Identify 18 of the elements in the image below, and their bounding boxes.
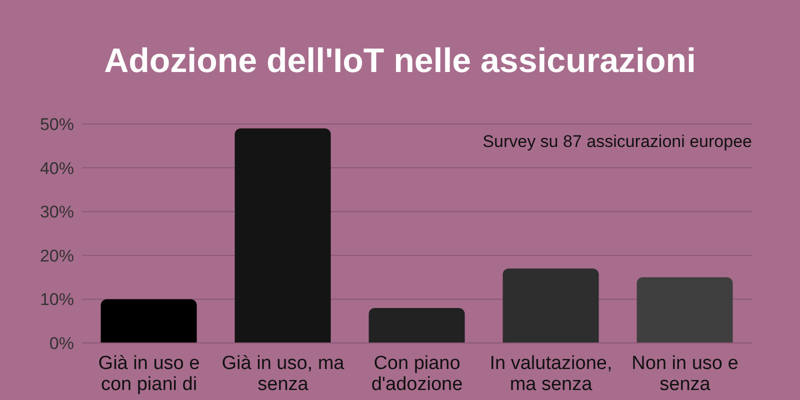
y-tick-label: 0% (49, 334, 74, 354)
bar (502, 268, 599, 343)
y-tick-label: 20% (40, 246, 74, 266)
y-tick-label: 30% (40, 202, 74, 222)
chart-title: Adozione dell'IoT nelle assicurazioni (103, 42, 697, 81)
x-tick-label: Non in uso e senza (632, 353, 738, 395)
x-tick-label: Già in uso, ma senza (222, 353, 345, 395)
bar (234, 128, 331, 343)
y-tick-label: 10% (40, 290, 74, 310)
x-tick-label: In valutazione, ma senza (490, 353, 612, 395)
bar (636, 277, 733, 343)
bar (368, 308, 465, 343)
bar (100, 299, 197, 343)
annotation: Survey su 87 assicurazioni europee (482, 132, 752, 152)
y-tick-label: 40% (40, 158, 74, 178)
y-tick-label: 50% (40, 115, 74, 134)
x-tick-label: Con piano d'adozione (371, 353, 463, 395)
x-tick-label: Già in uso e con piani di (98, 353, 200, 395)
